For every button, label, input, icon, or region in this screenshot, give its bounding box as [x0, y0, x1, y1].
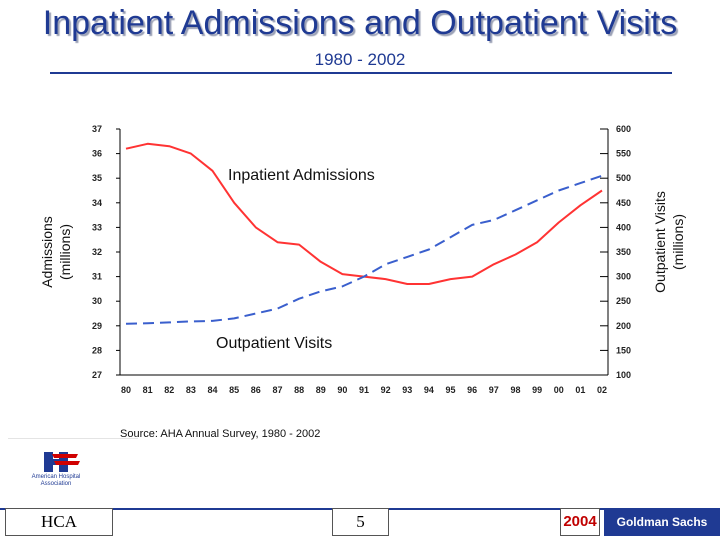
left-tick-label: 27	[92, 370, 102, 380]
series-line-inpatient	[125, 142, 603, 285]
right-tick-label: 300	[616, 272, 631, 282]
right-tick-label: 550	[616, 149, 631, 159]
x-tick-label: 97	[489, 385, 499, 395]
right-tick-label: 450	[616, 198, 631, 208]
x-tick-label: 99	[532, 385, 542, 395]
x-tick-label: 98	[510, 385, 520, 395]
series-label-outpatient: Outpatient Visits	[216, 335, 332, 352]
footer-year: 2004	[560, 508, 600, 536]
footer-goldman-sachs: Goldman Sachs	[604, 508, 720, 536]
left-axis-title: (millions)	[57, 224, 73, 280]
left-tick-label: 36	[92, 149, 102, 159]
x-tick-label: 85	[229, 385, 239, 395]
series-label-inpatient: Inpatient Admissions	[228, 167, 375, 184]
logo-caption: American Hospital Association	[31, 474, 81, 487]
left-tick-label: 37	[92, 124, 102, 134]
left-axis-title: Admissions	[39, 216, 55, 288]
right-tick-label: 400	[616, 222, 631, 232]
x-tick-label: 89	[316, 385, 326, 395]
x-tick-label: 84	[208, 385, 218, 395]
right-tick-label: 150	[616, 345, 631, 355]
x-tick-label: 86	[251, 385, 261, 395]
left-tick-label: 29	[92, 321, 102, 331]
x-tick-label: 82	[164, 385, 174, 395]
x-tick-label: 83	[186, 385, 196, 395]
footer-hca: HCA	[5, 508, 113, 536]
right-tick-label: 100	[616, 370, 631, 380]
footer-page-number: 5	[332, 508, 389, 536]
left-tick-label: 35	[92, 173, 102, 183]
title-divider	[50, 72, 672, 74]
x-tick-label: 88	[294, 385, 304, 395]
left-tick-label: 33	[92, 222, 102, 232]
slide-title: Inpatient Admissions and Outpatient Visi…	[42, 4, 678, 42]
x-tick-label: 90	[337, 385, 347, 395]
slide-subtitle: 1980 - 2002	[314, 50, 406, 69]
left-tick-label: 34	[92, 198, 102, 208]
source-divider	[8, 438, 138, 439]
x-tick-label: 80	[121, 385, 131, 395]
left-tick-label: 31	[92, 272, 102, 282]
left-tick-label: 30	[92, 296, 102, 306]
x-tick-label: 02	[597, 385, 607, 395]
x-tick-label: 91	[359, 385, 369, 395]
right-axis-title: Outpatient Visits	[652, 191, 668, 293]
x-tick-label: 93	[402, 385, 412, 395]
left-tick-label: 32	[92, 247, 102, 257]
left-tick-label: 28	[92, 345, 102, 355]
x-tick-label: 92	[381, 385, 391, 395]
right-tick-label: 600	[616, 124, 631, 134]
x-tick-label: 96	[467, 385, 477, 395]
series-line-outpatient	[125, 174, 603, 325]
x-tick-label: 87	[272, 385, 282, 395]
right-tick-label: 200	[616, 321, 631, 331]
right-tick-label: 350	[616, 247, 631, 257]
x-tick-label: 00	[554, 385, 564, 395]
source-note: Source: AHA Annual Survey, 1980 - 2002	[120, 428, 321, 440]
right-tick-label: 500	[616, 173, 631, 183]
x-tick-label: 95	[446, 385, 456, 395]
aha-logo-icon	[44, 452, 80, 472]
right-tick-label: 250	[616, 296, 631, 306]
right-axis-title: (millions)	[670, 214, 686, 270]
x-tick-label: 81	[143, 385, 153, 395]
x-tick-label: 94	[424, 385, 434, 395]
x-tick-label: 01	[575, 385, 585, 395]
